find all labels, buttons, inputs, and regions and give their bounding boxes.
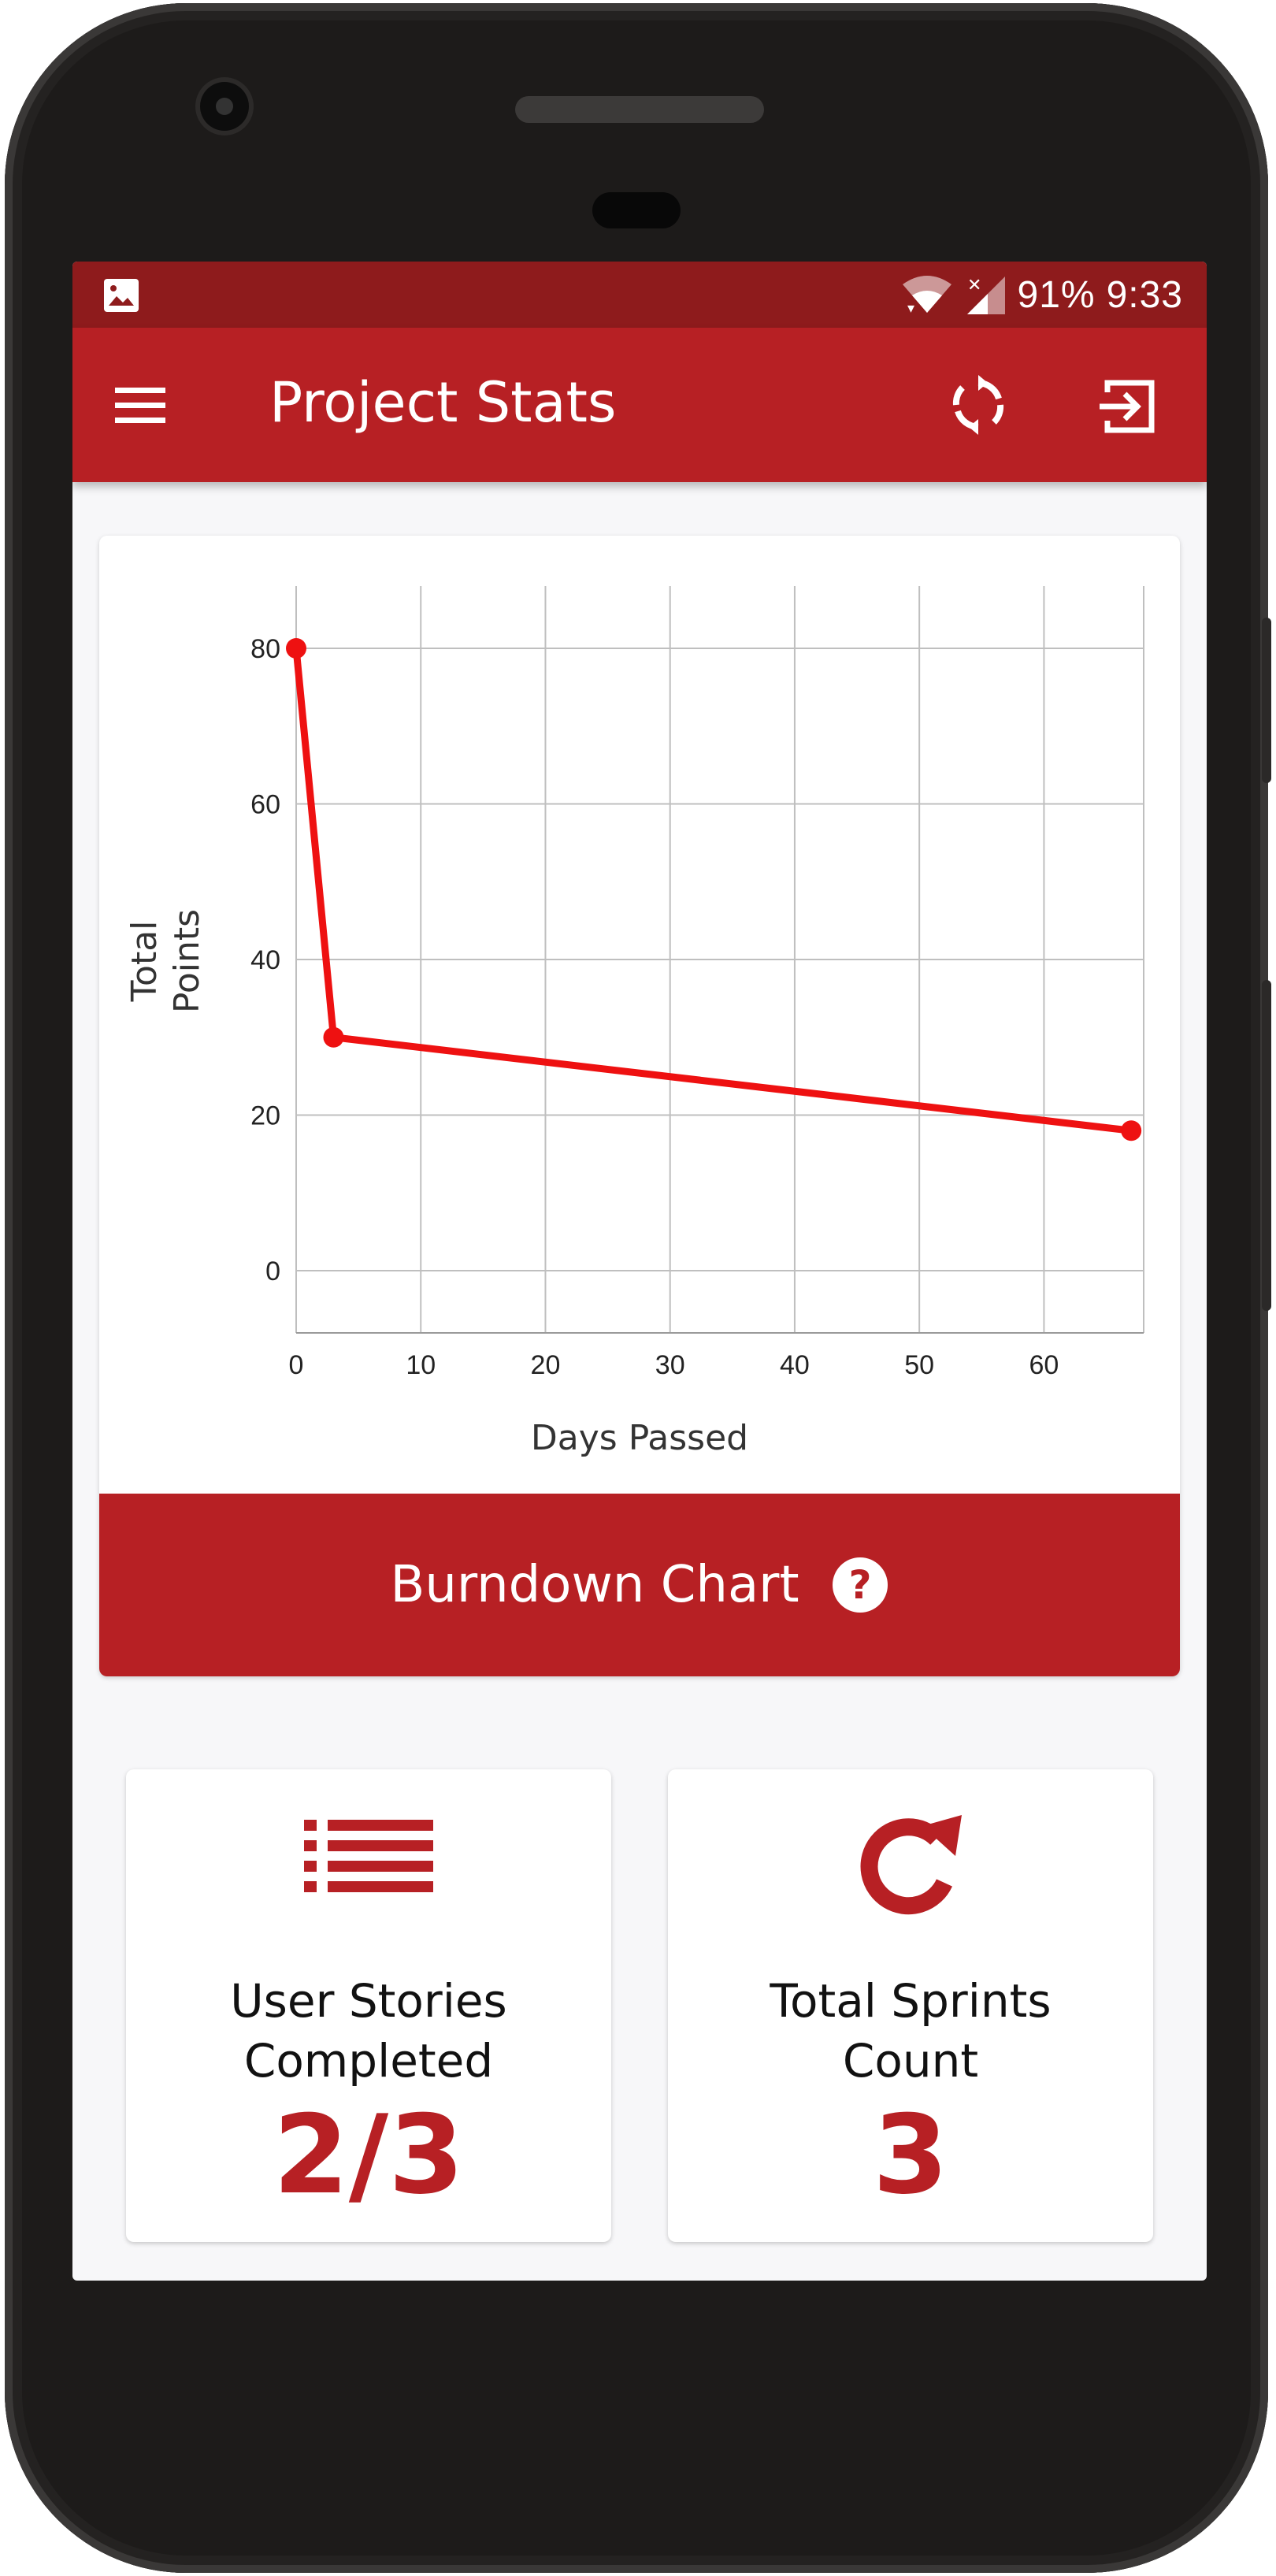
y-axis-label-line-2: Points (167, 909, 207, 1013)
earpiece-speaker (515, 96, 764, 123)
image-icon (104, 279, 139, 312)
data-point (1121, 1120, 1142, 1141)
data-point (286, 638, 306, 659)
menu-icon[interactable] (112, 378, 169, 432)
burndown-chart-card: 0 10 20 30 40 50 60 0 20 40 60 80 Total Points Days… (99, 536, 1180, 1676)
x-tick-label: 20 (531, 1350, 561, 1380)
svg-text:?: ? (848, 1562, 871, 1608)
proximity-sensor (592, 192, 681, 228)
x-tick-label: 10 (406, 1350, 436, 1380)
x-tick-label: 40 (780, 1350, 810, 1380)
burndown-chart: 0 10 20 30 40 50 60 0 20 40 60 80 Total Points Days… (124, 586, 1144, 1458)
user-stories-label: User Stories Completed (142, 1971, 595, 2091)
x-tick-label: 30 (655, 1350, 685, 1380)
y-tick-label: 20 (250, 1101, 280, 1131)
wifi-icon: ▾ (902, 276, 951, 316)
x-tick-label: 60 (1029, 1350, 1059, 1380)
y-tick-label: 60 (250, 790, 280, 820)
volume-button (1262, 618, 1271, 783)
exit-icon[interactable] (1096, 375, 1159, 438)
refresh-icon[interactable] (945, 372, 1011, 438)
total-sprints-value: 3 (872, 2092, 949, 2218)
power-button (1262, 980, 1271, 1311)
x-tick-label: 0 (289, 1350, 304, 1380)
svg-text:▾: ▾ (907, 300, 914, 316)
user-stories-card[interactable]: User Stories Completed 2/3 (126, 1769, 611, 2242)
y-axis-label-line-1: Total (124, 921, 165, 1003)
user-stories-label-line-1: User Stories (230, 1974, 507, 2028)
y-tick-label: 40 (250, 945, 280, 975)
status-bar: ▾ ✕ 91% 9:33 (72, 262, 1207, 328)
front-camera (200, 82, 249, 131)
burndown-chart-title: Burndown Chart (390, 1556, 799, 1614)
phone-frame: ▾ ✕ 91% 9:33 Project Stats (5, 3, 1271, 2573)
total-sprints-label-line-2: Count (842, 2034, 979, 2088)
user-stories-label-line-2: Completed (243, 2034, 494, 2088)
y-tick-label: 80 (250, 634, 280, 664)
status-time: 9:33 (1106, 273, 1183, 316)
burndown-chart-footer: Burndown Chart ? (99, 1494, 1180, 1676)
user-stories-value: 2/3 (273, 2092, 465, 2218)
screen: ▾ ✕ 91% 9:33 Project Stats (72, 262, 1207, 2281)
x-tick-label: 50 (904, 1350, 934, 1380)
x-axis-label: Days Passed (531, 1418, 748, 1458)
data-point (323, 1026, 344, 1048)
battery-percent: 91% (1017, 273, 1096, 316)
page-title: Project Stats (269, 370, 617, 435)
help-circle-icon[interactable]: ? (831, 1556, 889, 1614)
svg-text:✕: ✕ (967, 276, 981, 295)
total-sprints-label: Total Sprints Count (684, 1971, 1137, 2091)
list-icon (304, 1820, 433, 1892)
app-bar: Project Stats (72, 328, 1207, 482)
signal-icon: ✕ (966, 276, 1005, 314)
total-sprints-card[interactable]: Total Sprints Count 3 (668, 1769, 1153, 2242)
status-right: ▾ ✕ 91% 9:33 (901, 262, 1184, 328)
total-sprints-label-line-1: Total Sprints (770, 1974, 1052, 2028)
y-tick-label: 0 (265, 1256, 280, 1286)
redo-icon (860, 1815, 962, 1915)
